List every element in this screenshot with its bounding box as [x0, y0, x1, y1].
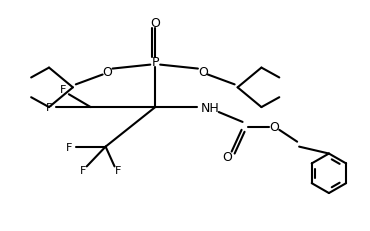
Text: O: O — [150, 17, 160, 30]
Text: F: F — [80, 166, 86, 176]
Text: P: P — [151, 56, 159, 69]
Text: O: O — [102, 66, 112, 79]
Text: O: O — [223, 150, 233, 163]
Text: F: F — [60, 85, 66, 95]
Text: O: O — [269, 121, 279, 134]
Text: F: F — [115, 166, 122, 176]
Text: F: F — [46, 103, 52, 112]
Text: O: O — [198, 66, 208, 79]
Text: NH: NH — [201, 101, 219, 114]
Text: F: F — [66, 142, 72, 152]
